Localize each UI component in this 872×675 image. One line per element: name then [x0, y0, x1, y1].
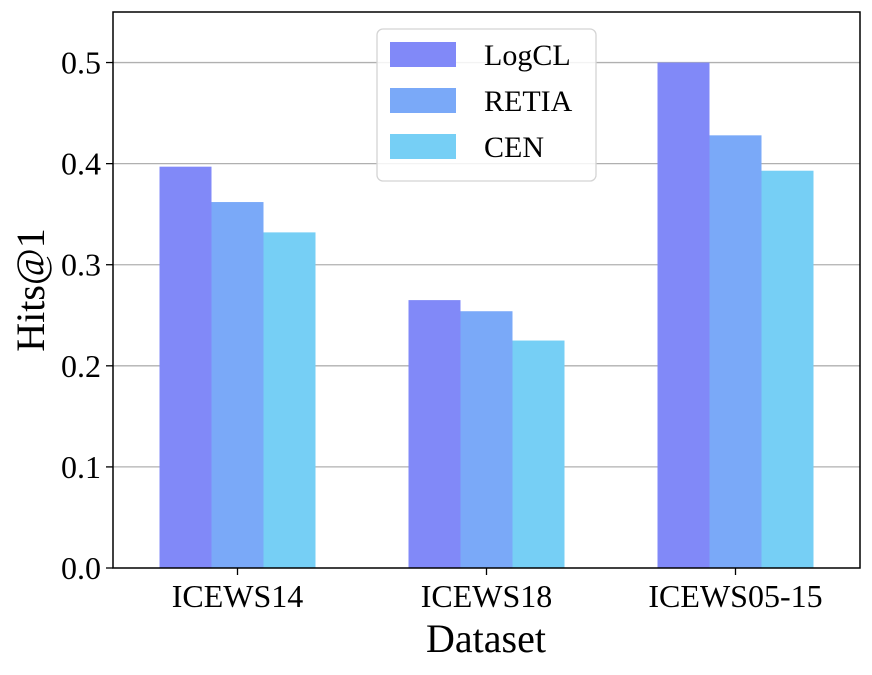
legend-label-retia: RETIA — [484, 85, 573, 118]
bar-cen-icews14 — [263, 232, 316, 569]
y-tick-label: 0.5 — [61, 45, 101, 81]
bar-retia-icews14 — [211, 202, 264, 568]
y-tick-label: 0.0 — [61, 550, 101, 586]
legend-label-logcl: LogCL — [484, 39, 571, 72]
x-tick-label: ICEWS18 — [421, 578, 553, 614]
bar-logcl-icews05-15 — [657, 62, 710, 568]
legend-label-cen: CEN — [484, 131, 544, 164]
y-tick-label: 0.3 — [61, 247, 101, 283]
x-axis: ICEWS14 ICEWS18 ICEWS05-15 — [172, 568, 823, 614]
bar-cen-icews05-15 — [761, 170, 814, 569]
bar-cen-icews18 — [512, 340, 565, 568]
legend: LogCL RETIA CEN — [376, 28, 597, 182]
x-tick-label: ICEWS14 — [172, 578, 304, 614]
bars — [159, 62, 814, 569]
legend-swatch-cen — [390, 134, 456, 159]
y-tick-label: 0.1 — [61, 449, 101, 485]
y-axis: 0.0 0.1 0.2 0.3 0.4 0.5 — [61, 45, 113, 586]
y-axis-label: Hits@1 — [8, 228, 53, 352]
x-axis-label: Dataset — [426, 616, 546, 661]
x-tick-label: ICEWS05-15 — [648, 578, 822, 614]
legend-swatch-retia — [390, 88, 456, 113]
bar-logcl-icews18 — [408, 300, 461, 568]
bar-logcl-icews14 — [159, 166, 212, 568]
y-tick-label: 0.2 — [61, 348, 101, 384]
legend-swatch-logcl — [390, 42, 456, 67]
y-tick-label: 0.4 — [61, 146, 101, 182]
bar-retia-icews05-15 — [709, 135, 762, 568]
bar-retia-icews18 — [460, 311, 513, 568]
